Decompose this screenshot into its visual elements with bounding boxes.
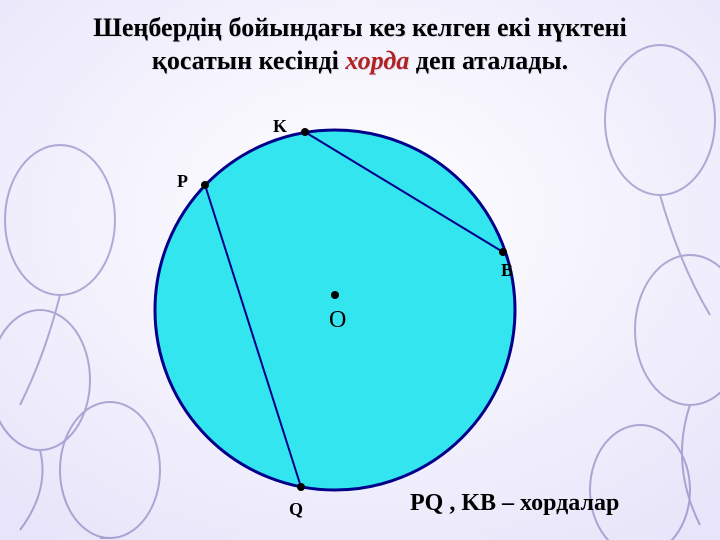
label-p: P (177, 171, 188, 192)
chord-caption: PQ , KB – хордалар (410, 490, 619, 517)
point-k (301, 128, 309, 136)
center-point (331, 291, 339, 299)
page-title: Шеңбердің бойындағы кез келген екі нүкте… (0, 12, 720, 77)
title-line2a: қосатын кесінді (152, 46, 346, 75)
label-center: О (329, 307, 346, 334)
title-line1: Шеңбердің бойындағы кез келген екі нүкте… (93, 13, 626, 42)
title-line2b: деп аталады. (409, 46, 568, 75)
title-accent: хорда (345, 46, 409, 75)
label-q: Q (289, 499, 303, 520)
chord-diagram (0, 0, 720, 540)
label-b: B (501, 260, 513, 281)
point-q (297, 483, 305, 491)
point-p (201, 181, 209, 189)
label-k: K (273, 116, 287, 137)
point-b (499, 248, 507, 256)
